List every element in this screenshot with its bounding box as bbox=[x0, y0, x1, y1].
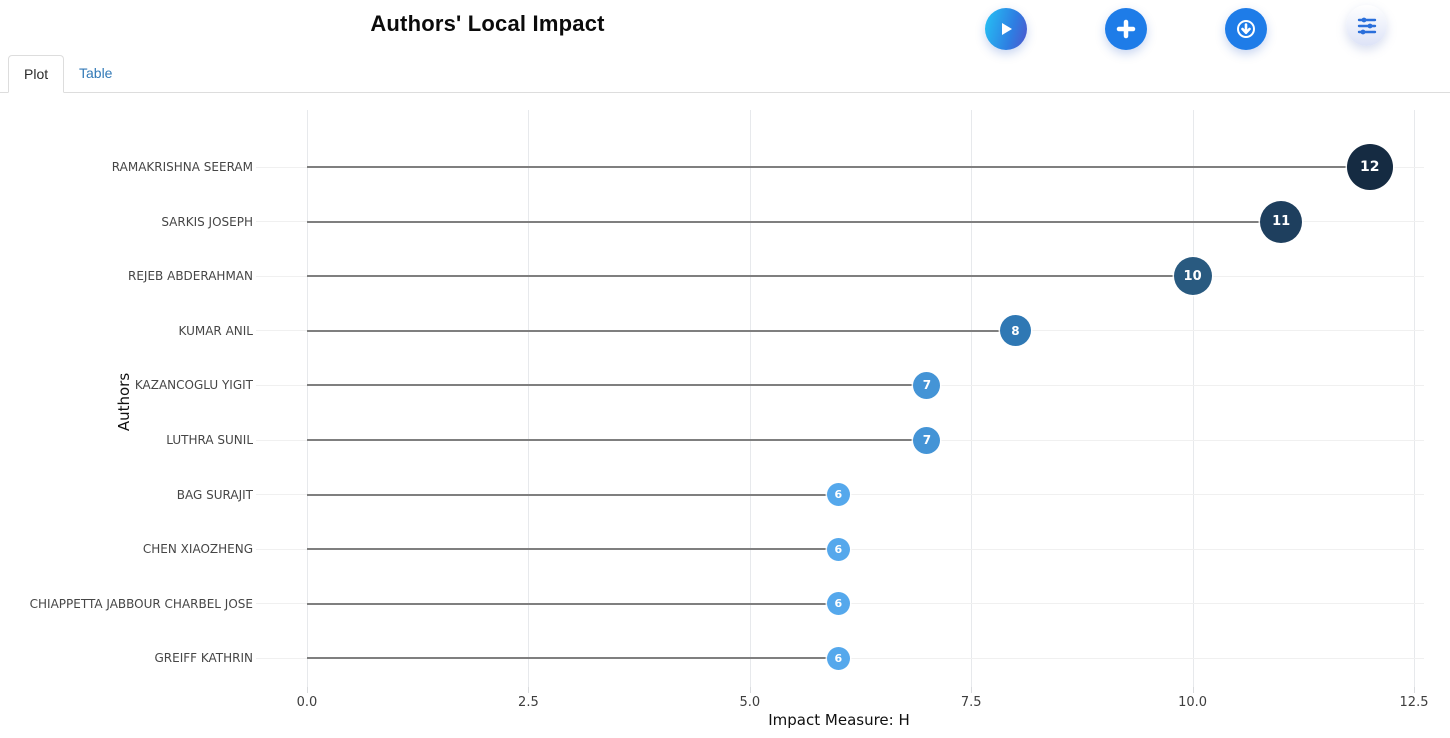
y-tick-label: CHEN XIAOZHENG bbox=[142, 542, 253, 557]
tab-table[interactable]: Table bbox=[79, 65, 113, 81]
data-point-bubble[interactable]: 6 bbox=[826, 592, 850, 616]
data-point-bubble[interactable]: 10 bbox=[1173, 257, 1212, 296]
y-tick-label: BAG SURAJIT bbox=[176, 487, 253, 502]
play-button[interactable] bbox=[985, 8, 1027, 50]
download-icon bbox=[1235, 18, 1257, 40]
x-tick-mark bbox=[528, 687, 530, 693]
x-tick-label: 5.0 bbox=[739, 695, 761, 710]
lollipop-stem bbox=[307, 166, 1370, 168]
lollipop-stem bbox=[307, 275, 1193, 278]
add-button[interactable] bbox=[1105, 8, 1147, 50]
x-gridline bbox=[749, 110, 751, 687]
data-point-bubble[interactable]: 12 bbox=[1346, 144, 1393, 190]
x-gridline bbox=[307, 110, 308, 687]
y-tick-label: KAZANCOGLU YIGIT bbox=[134, 378, 253, 393]
x-gridline bbox=[1414, 110, 1415, 687]
x-tick-label: 12.5 bbox=[1399, 695, 1429, 710]
x-gridline bbox=[971, 110, 973, 687]
data-point-bubble[interactable]: 6 bbox=[826, 537, 850, 561]
data-point-bubble[interactable]: 6 bbox=[826, 483, 850, 507]
y-tick-label: REJEB ABDERAHMAN bbox=[128, 269, 253, 284]
data-point-bubble[interactable]: 7 bbox=[913, 426, 941, 454]
data-point-bubble[interactable]: 6 bbox=[826, 646, 850, 670]
x-tick-label: 2.5 bbox=[518, 695, 539, 710]
x-gridline bbox=[1192, 110, 1194, 687]
page-title: Authors' Local Impact bbox=[370, 11, 605, 36]
lollipop-stem bbox=[307, 548, 839, 551]
play-icon bbox=[997, 20, 1015, 38]
x-tick-mark bbox=[749, 687, 751, 693]
lollipop-stem bbox=[307, 384, 927, 387]
lollipop-stem bbox=[307, 657, 839, 660]
x-gridline bbox=[528, 110, 530, 687]
download-button[interactable] bbox=[1225, 8, 1267, 50]
lollipop-stem bbox=[307, 493, 839, 496]
y-tick-label: SARKIS JOSEPH bbox=[161, 214, 253, 229]
data-point-bubble[interactable]: 7 bbox=[913, 371, 941, 399]
y-tick-label: LUTHRA SUNIL bbox=[166, 433, 253, 447]
lollipop-stem bbox=[307, 329, 1016, 332]
x-tick-label: 10.0 bbox=[1178, 695, 1208, 710]
x-tick-label: 7.5 bbox=[960, 695, 982, 710]
data-point-bubble[interactable]: 8 bbox=[999, 315, 1031, 347]
x-tick-mark bbox=[971, 687, 973, 693]
header: Authors' Local Impact bbox=[0, 0, 1450, 56]
x-tick-label: 0.0 bbox=[296, 695, 318, 710]
y-tick-label: KUMAR ANIL bbox=[178, 323, 253, 338]
chart-area: Impact Measure: H Authors 0.0 2.5 5.0 7.5 10… bbox=[0, 93, 1450, 738]
filters-button[interactable] bbox=[1346, 5, 1387, 46]
tab-bar: Plot Table bbox=[0, 55, 1450, 93]
y-tick-label: CHIAPPETTA JABBOUR CHARBEL JOSE bbox=[29, 596, 253, 611]
plus-icon bbox=[1116, 19, 1136, 39]
lollipop-stem bbox=[307, 439, 927, 441]
data-point-bubble[interactable]: 11 bbox=[1260, 200, 1303, 243]
lollipop-stem bbox=[307, 602, 839, 605]
x-tick-mark bbox=[307, 687, 308, 693]
y-tick-label: GREIFF KATHRIN bbox=[154, 651, 253, 666]
lollipop-stem bbox=[307, 220, 1282, 223]
tab-plot[interactable]: Plot bbox=[8, 55, 65, 93]
y-tick-label: RAMAKRISHNA SEERAM bbox=[111, 160, 253, 174]
sliders-icon bbox=[1356, 15, 1378, 37]
x-tick-mark bbox=[1414, 687, 1415, 693]
x-tick-mark bbox=[1192, 687, 1194, 693]
x-axis-title: Impact Measure: H bbox=[768, 711, 910, 729]
